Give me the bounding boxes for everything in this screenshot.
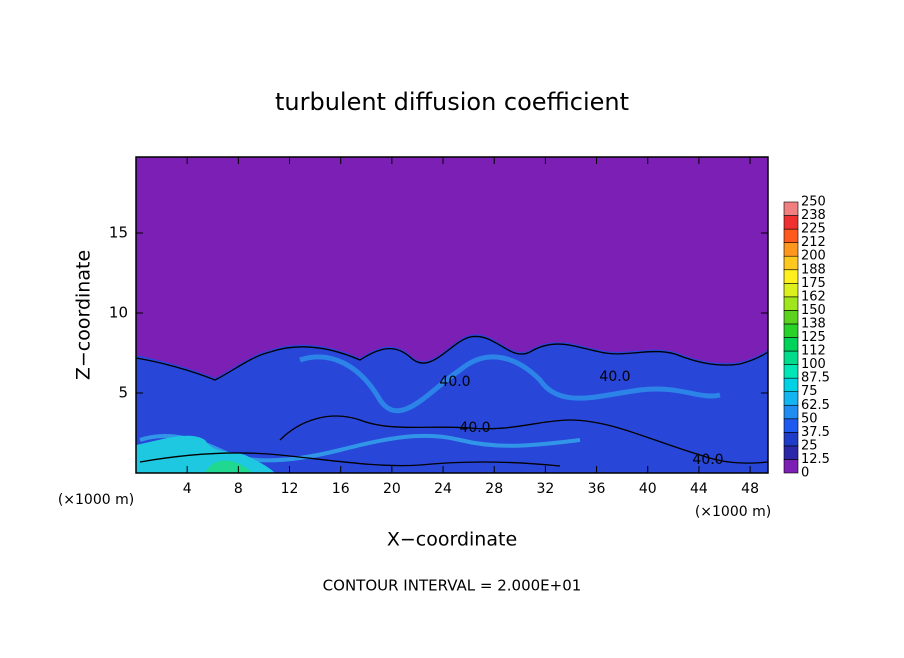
colorbar-band [783,201,799,216]
contour-line [279,415,769,464]
colorbar-band [783,296,799,311]
plot-frame [135,156,769,474]
colorbar-band [783,445,799,460]
y-tick-label: 15 [109,224,128,242]
x-tick-label: 48 [741,481,759,497]
x-tick-label: 8 [234,481,243,497]
colorbar-label: 162 [801,289,826,304]
x-axis-title: X−coordinate [387,529,517,551]
colorbar-label: 200 [801,249,826,264]
x-tick-label: 44 [690,481,708,497]
x-tick-label: 32 [536,481,554,497]
colorbar-band [783,377,799,392]
x-tick-label: 28 [485,481,503,497]
turbulent-streak [299,354,721,414]
colorbar-label: 150 [801,303,826,318]
colorbar-label: 125 [801,330,826,345]
colorbar-label: 50 [801,411,818,426]
colorbar-label: 62.5 [801,398,830,413]
colorbar-band [783,215,799,230]
colorbar-band [783,364,799,379]
x-tick-label: 24 [434,481,452,497]
colorbar-label: 37.5 [801,425,830,440]
colorbar-band [783,323,799,338]
y-axis-title: Z−coordinate [73,250,95,380]
colorbar-label: 0 [801,466,809,481]
contour-line [135,335,769,381]
colorbar-band [783,350,799,365]
x-tick-label: 4 [183,481,192,497]
x-tick-label: 12 [281,481,299,497]
contour-label: 40.0 [459,420,490,436]
field [135,157,769,473]
colorbar-label: 138 [801,316,826,331]
colorbar-band [783,337,799,352]
colorbar-label: 100 [801,357,826,372]
y-tick-label: 5 [118,384,128,402]
x-tick-label: 36 [588,481,606,497]
y-tick-label: 10 [109,304,128,322]
turbulent-region [136,334,768,473]
colorbar-label: 75 [801,384,818,399]
x-tick-label: 40 [639,481,657,497]
colorbar-band [783,310,799,325]
contour-label: 40.0 [692,452,723,468]
colorbar-band [783,255,799,271]
footnote: CONTOUR INTERVAL = 2.000E+01 [323,577,582,595]
colorbar-band [783,391,799,406]
colorbar-band [783,282,799,298]
x-unit-label: (×1000 m) [695,504,771,520]
colorbar-band [783,404,799,420]
colorbar-label: 238 [801,208,826,223]
colorbar-band [783,269,799,284]
colorbar-label: 175 [801,276,826,291]
colorbar-label: 25 [801,438,818,453]
chart-title: turbulent diffusion coefficient [275,88,629,116]
x-tick-label: 20 [383,481,401,497]
x-tick-label: 16 [332,481,350,497]
colorbar-band [783,459,799,474]
colorbar-band [783,418,799,433]
colorbar-band [783,228,799,243]
colorbar-label: 87.5 [801,371,830,386]
colorbar-label: 12.5 [801,452,830,467]
colorbar-label: 225 [801,222,826,237]
contour-label: 40.0 [439,374,470,390]
colorbar-band [783,242,799,257]
strong-region [205,460,252,473]
x-unit-label: (×1000 m) [58,492,134,508]
colorbar-label: 212 [801,235,826,250]
colorbar-label: 112 [801,344,826,359]
colorbar-label: 188 [801,262,826,277]
contour-line [139,452,561,467]
colorbar-label: 250 [801,195,826,210]
colorbar-band [783,432,799,447]
contour-label: 40.0 [599,369,630,385]
